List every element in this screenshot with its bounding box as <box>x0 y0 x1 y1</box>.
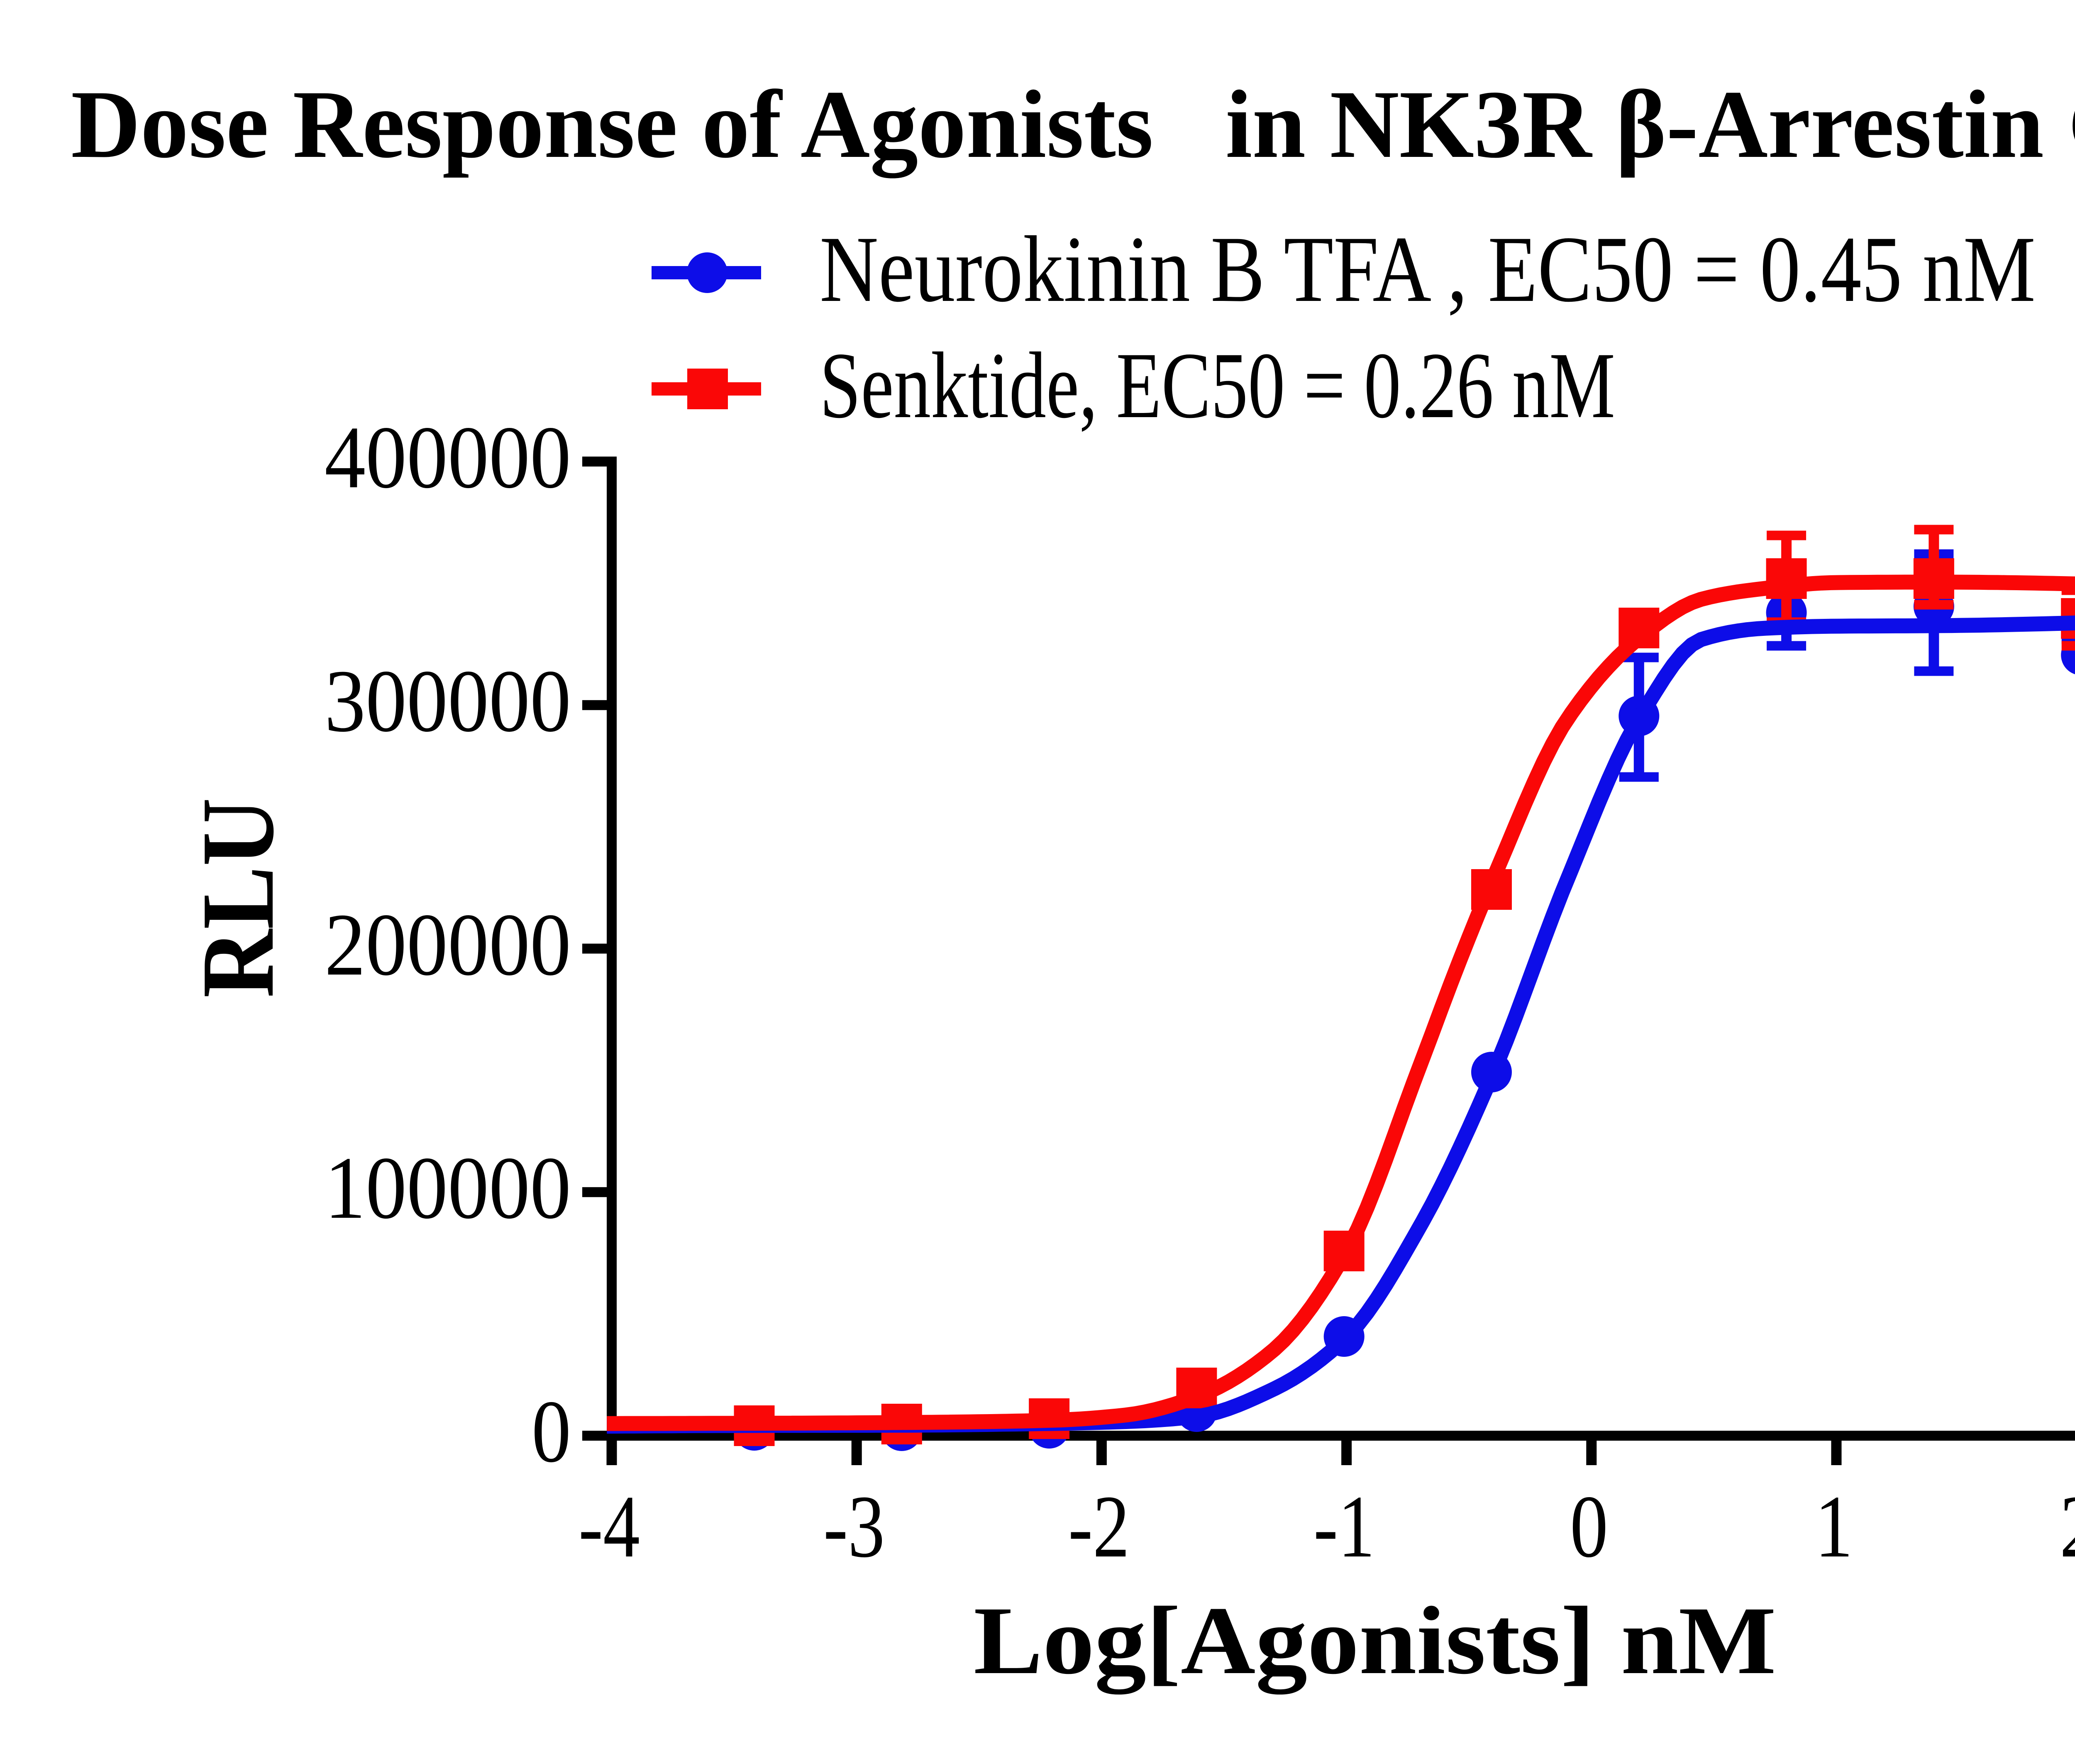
svg-text:100000: 100000 <box>325 1138 571 1237</box>
svg-text:-2: -2 <box>1068 1477 1130 1576</box>
svg-text:300000: 300000 <box>325 651 571 750</box>
svg-text:RLU: RLU <box>181 798 295 998</box>
svg-text:0: 0 <box>532 1382 571 1481</box>
svg-text:Senktide, EC50 = 0.26 nM: Senktide, EC50 = 0.26 nM <box>820 333 1615 438</box>
svg-text:Log[Agonists] nM: Log[Agonists] nM <box>974 1586 1776 1695</box>
svg-text:Dose Response of Agonists in: Dose Response of Agonists in NK3R β-Arre… <box>71 70 2075 178</box>
svg-text:2: 2 <box>2060 1477 2075 1576</box>
svg-text:1: 1 <box>1815 1477 1853 1576</box>
svg-text:Neurokinin B TFA , EC50 = 0.45: Neurokinin B TFA , EC50 = 0.45 nM <box>820 217 2036 322</box>
svg-text:200000: 200000 <box>325 895 571 994</box>
svg-text:-1: -1 <box>1313 1477 1375 1576</box>
svg-text:-3: -3 <box>823 1477 885 1576</box>
svg-text:0: 0 <box>1570 1477 1608 1576</box>
svg-text:400000: 400000 <box>325 408 571 507</box>
svg-text:-4: -4 <box>579 1477 640 1576</box>
